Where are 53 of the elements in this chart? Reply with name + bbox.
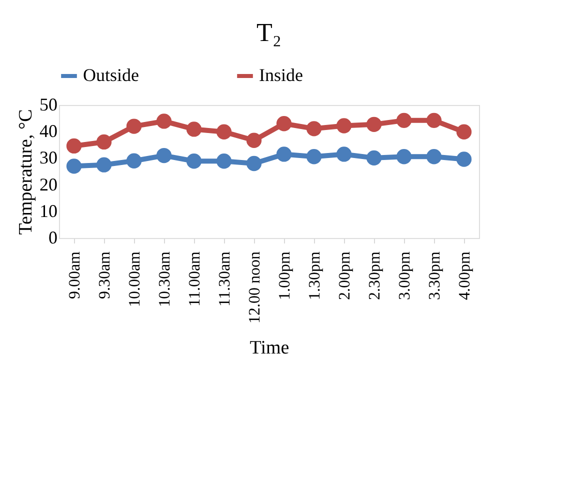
point (306, 149, 322, 164)
point (186, 122, 202, 137)
point (216, 124, 232, 140)
point (156, 114, 172, 129)
point (66, 138, 82, 154)
point (96, 157, 112, 172)
x-tick-label: 3.00pm (396, 250, 414, 300)
point (456, 124, 472, 140)
point (186, 154, 202, 169)
point (426, 149, 442, 164)
point (396, 149, 412, 164)
legend-label: Inside (259, 65, 303, 85)
y-tick-label: 50 (40, 94, 58, 114)
y-tick-label: 10 (40, 200, 58, 221)
point (426, 112, 442, 128)
x-tick-label: 1.00pm (276, 250, 294, 300)
legend-label: Outside (83, 65, 140, 85)
x-tick-label: 11.00am (186, 250, 204, 306)
point (306, 121, 322, 136)
x-tick-label: 9.30am (96, 250, 114, 300)
x-axis-title: Time (250, 338, 290, 358)
y-tick-label: 30 (40, 148, 58, 168)
point (126, 118, 142, 134)
y-tick-label: 20 (40, 174, 58, 194)
y-tick-label: 0 (48, 228, 58, 248)
point (366, 116, 382, 132)
x-tick-label: 10.30am (156, 250, 174, 308)
point (156, 148, 172, 164)
point (336, 146, 352, 162)
x-tick-label: 2.30pm (366, 250, 384, 300)
point (246, 132, 262, 148)
point (66, 158, 82, 174)
point (216, 154, 232, 169)
y-tick-label: 40 (40, 121, 58, 142)
point (276, 116, 292, 132)
point (456, 152, 472, 167)
x-tick-label: 10.00am (126, 250, 144, 308)
point (366, 150, 382, 166)
x-tick-label: 4.00pm (456, 250, 474, 300)
point (96, 134, 112, 150)
point (336, 118, 352, 134)
point (396, 112, 412, 128)
x-tick-label: 11.30am (216, 250, 234, 306)
chart-title: T₂ (256, 18, 282, 47)
point (126, 153, 142, 168)
x-tick-label: 1.30pm (306, 250, 324, 300)
point (276, 146, 292, 162)
x-tick-label: 2.00pm (336, 250, 354, 300)
y-axis-title: Temperature, °C (16, 109, 36, 235)
x-tick-label: 9.00am (66, 250, 84, 300)
x-tick-label: 3.30pm (426, 250, 444, 300)
point (246, 156, 262, 172)
x-tick-label: 12.00 noon (246, 252, 264, 324)
